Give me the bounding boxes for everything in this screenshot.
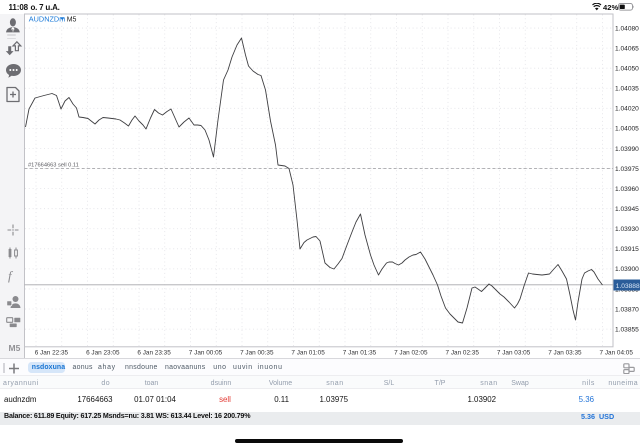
svg-text:7 Jan 01:35: 7 Jan 01:35 bbox=[343, 349, 377, 356]
svg-text:1.03855: 1.03855 bbox=[615, 326, 639, 333]
svg-text:7 Jan 03:35: 7 Jan 03:35 bbox=[548, 349, 582, 356]
svg-text:1.04080: 1.04080 bbox=[615, 25, 639, 32]
svg-text:1.03930: 1.03930 bbox=[615, 226, 639, 233]
svg-text:1.03975: 1.03975 bbox=[615, 166, 639, 173]
svg-text:1.04035: 1.04035 bbox=[615, 86, 639, 93]
svg-text:6 Jan 23:05: 6 Jan 23:05 bbox=[86, 349, 120, 356]
svg-text:1.03945: 1.03945 bbox=[615, 206, 639, 213]
svg-text:1.04005: 1.04005 bbox=[615, 126, 639, 133]
svg-text:7 Jan 00:35: 7 Jan 00:35 bbox=[240, 349, 274, 356]
svg-text:1.04050: 1.04050 bbox=[615, 65, 639, 72]
svg-text:7 Jan 00:05: 7 Jan 00:05 bbox=[189, 349, 223, 356]
svg-text:1.03900: 1.03900 bbox=[615, 266, 639, 273]
svg-text:1.04065: 1.04065 bbox=[615, 45, 639, 52]
svg-text:1.04020: 1.04020 bbox=[615, 106, 639, 113]
svg-text:7 Jan 02:05: 7 Jan 02:05 bbox=[394, 349, 428, 356]
svg-text:7 Jan 01:05: 7 Jan 01:05 bbox=[291, 349, 325, 356]
svg-text:1.03960: 1.03960 bbox=[615, 186, 639, 193]
svg-text:#17664663 sell 0.11: #17664663 sell 0.11 bbox=[28, 163, 79, 169]
svg-text:1.03990: 1.03990 bbox=[615, 146, 639, 153]
svg-text:6 Jan 23:35: 6 Jan 23:35 bbox=[137, 349, 171, 356]
svg-text:1.03888: 1.03888 bbox=[616, 283, 640, 290]
svg-text:1.03870: 1.03870 bbox=[615, 306, 639, 313]
svg-text:7 Jan 03:05: 7 Jan 03:05 bbox=[497, 349, 531, 356]
svg-text:7 Jan 04:05: 7 Jan 04:05 bbox=[599, 349, 633, 356]
svg-text:7 Jan 02:35: 7 Jan 02:35 bbox=[445, 349, 479, 356]
svg-text:AUDNZDm: AUDNZDm bbox=[29, 14, 65, 23]
svg-text:6 Jan 22:35: 6 Jan 22:35 bbox=[35, 349, 69, 356]
svg-text:1.03915: 1.03915 bbox=[615, 246, 639, 253]
svg-text:M5: M5 bbox=[67, 16, 77, 23]
